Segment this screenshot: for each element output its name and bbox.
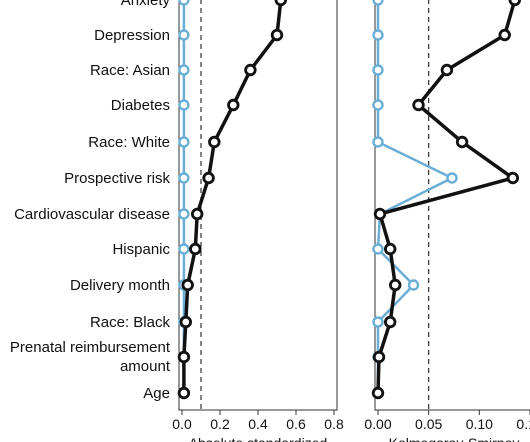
data-point — [372, 350, 386, 364]
x-tick-label: 0.6 — [286, 416, 306, 432]
data-point — [446, 172, 458, 184]
x-tick-label: 0.8 — [324, 416, 344, 432]
data-point — [227, 98, 240, 112]
row-label: Hispanic — [112, 241, 170, 258]
row-label: Race: White — [88, 134, 170, 151]
data-point — [506, 171, 520, 185]
x-tick-label: 0.0 — [172, 416, 192, 432]
row-label: Race: Asian — [90, 62, 170, 79]
data-point — [455, 135, 469, 149]
covariate-labels: Anxiety Depression Race: Asian Diabetes Race… — [10, 0, 171, 402]
x-tick-label: 0.05 — [415, 416, 442, 432]
series-line — [182, 0, 283, 393]
data-point — [178, 64, 190, 76]
left-panel: 0.0 0.2 0.4 0.6 0.8 Absolute standardized — [172, 0, 344, 442]
data-point — [508, 0, 521, 7]
series-line — [376, 0, 517, 394]
row-label: Delivery month — [70, 277, 170, 294]
row-label: amount — [120, 358, 171, 375]
data-point — [389, 278, 402, 292]
data-point — [372, 99, 384, 111]
data-point — [372, 64, 384, 76]
row-label: Depression — [94, 27, 170, 44]
series-line — [376, 0, 454, 393]
data-point — [372, 316, 384, 328]
data-point — [178, 243, 190, 255]
x-tick-label: 0.2 — [210, 416, 230, 432]
data-point — [372, 0, 384, 6]
data-point — [384, 315, 397, 329]
data-point — [384, 242, 397, 256]
x-tick-label: 0.4 — [248, 416, 268, 432]
data-point — [270, 28, 284, 42]
data-point — [178, 99, 190, 111]
data-point — [202, 171, 215, 185]
x-tick-label: 0.00 — [364, 416, 391, 432]
data-point — [371, 386, 385, 400]
data-point — [372, 136, 384, 148]
data-point — [244, 63, 257, 77]
panel-frame — [374, 0, 530, 411]
x-tick-label: 0.10 — [466, 416, 493, 432]
data-point — [498, 28, 511, 42]
row-label: Cardiovascular disease — [14, 206, 170, 223]
row-label: Race: Black — [90, 314, 171, 331]
data-point — [178, 172, 190, 184]
right-panel: 0.00 0.05 0.10 0.15 Kolmogorov-Smirnov — [364, 0, 530, 442]
data-point — [178, 0, 190, 6]
row-label: Age — [143, 385, 170, 402]
x-axis-label: Absolute standardized — [189, 435, 328, 442]
data-point — [178, 29, 190, 41]
data-point — [177, 350, 191, 364]
x-tick-label: 0.15 — [516, 416, 530, 432]
row-label: Diabetes — [111, 97, 170, 114]
data-point — [181, 278, 194, 292]
data-point — [274, 0, 287, 7]
data-point — [208, 135, 221, 149]
data-point — [190, 207, 204, 221]
data-point — [178, 136, 190, 148]
data-point — [179, 315, 193, 329]
row-label: Anxiety — [121, 0, 171, 9]
row-label: Prospective risk — [64, 170, 170, 187]
data-point — [177, 386, 191, 400]
x-axis-label: Kolmogorov-Smirnov — [389, 435, 520, 442]
data-point — [372, 29, 384, 41]
row-label: Prenatal reimbursement — [10, 339, 171, 356]
data-point — [412, 98, 425, 112]
data-point — [373, 207, 387, 221]
data-point — [178, 208, 190, 220]
data-point — [407, 279, 420, 291]
data-point — [440, 63, 454, 77]
data-point — [372, 243, 384, 255]
data-point — [189, 242, 202, 256]
